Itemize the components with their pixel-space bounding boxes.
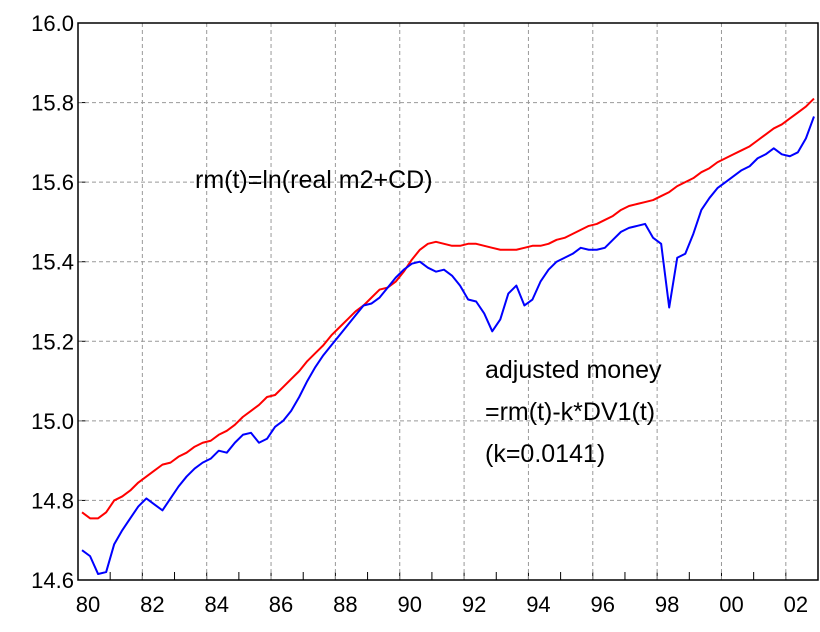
y-tick-label: 16.0 <box>31 11 74 36</box>
plot-frame <box>77 22 819 581</box>
y-tick-label: 15.4 <box>31 250 74 275</box>
x-tick-label: 96 <box>591 592 615 617</box>
x-tick-label: 90 <box>397 592 421 617</box>
x-tick-label: 86 <box>269 592 293 617</box>
labels: 14.6 14.8 15.0 15.2 15.4 15.6 15.8 16.0 80 82 84 86… <box>31 11 808 617</box>
series-line <box>81 116 815 576</box>
grid <box>77 22 818 581</box>
y-tick-label: 14.8 <box>31 488 74 513</box>
annotation: adjusted money <box>485 356 662 384</box>
y-tick-label: 15.6 <box>31 170 74 195</box>
x-tick-label: 88 <box>333 592 357 617</box>
x-tick-label: 02 <box>784 592 808 617</box>
x-tick-label: 94 <box>526 592 550 617</box>
y-tick-label: 15.0 <box>31 409 74 434</box>
x-tick-label: 80 <box>76 592 100 617</box>
x-tick-label: 98 <box>655 592 679 617</box>
y-tick-label: 15.2 <box>31 329 74 354</box>
annotation: rm(t)=ln(real m2+CD) <box>195 166 433 194</box>
series-line <box>81 97 815 520</box>
y-tick-label: 14.6 <box>31 568 74 593</box>
x-tick-label: 00 <box>719 592 743 617</box>
x-tick-label: 84 <box>204 592 228 617</box>
annotation: (k=0.0141) <box>485 440 605 468</box>
x-tick-label: 82 <box>140 592 164 617</box>
y-tick-label: 15.8 <box>31 91 74 116</box>
x-tick-label: 92 <box>462 592 486 617</box>
lines <box>81 97 815 576</box>
annotation: =rm(t)-k*DV1(t) <box>485 398 655 426</box>
